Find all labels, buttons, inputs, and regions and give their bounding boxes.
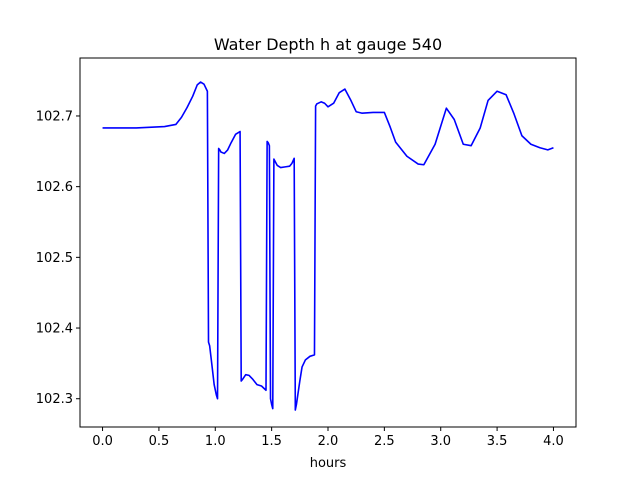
- y-axis: 102.3 102.4 102.5 102.6 102.7: [36, 109, 80, 407]
- x-tick-label: 0.5: [149, 434, 170, 449]
- x-tick-label: 0.0: [92, 434, 113, 449]
- plot-area: [102, 81, 554, 411]
- x-tick-label: 1.0: [205, 434, 226, 449]
- x-axis-label: hours: [310, 456, 347, 471]
- x-tick-label: 1.5: [261, 434, 282, 449]
- x-tick-label: 2.0: [318, 434, 339, 449]
- x-tick-label: 4.0: [543, 434, 564, 449]
- chart-title: Water Depth h at gauge 540: [214, 35, 442, 54]
- x-tick-label: 3.0: [430, 434, 451, 449]
- y-tick-label: 102.4: [36, 322, 73, 337]
- y-tick-label: 102.7: [36, 109, 73, 124]
- x-tick-label: 3.5: [487, 434, 508, 449]
- y-tick-label: 102.5: [36, 251, 73, 266]
- x-tick-label: 2.5: [374, 434, 395, 449]
- y-tick-label: 102.6: [36, 180, 73, 195]
- y-tick-label: 102.3: [36, 392, 73, 407]
- series-line-0: [102, 81, 554, 411]
- x-axis: 0.0 0.5 1.0 1.5 2.0 2.5 3.0 3.5 4.0: [92, 427, 564, 449]
